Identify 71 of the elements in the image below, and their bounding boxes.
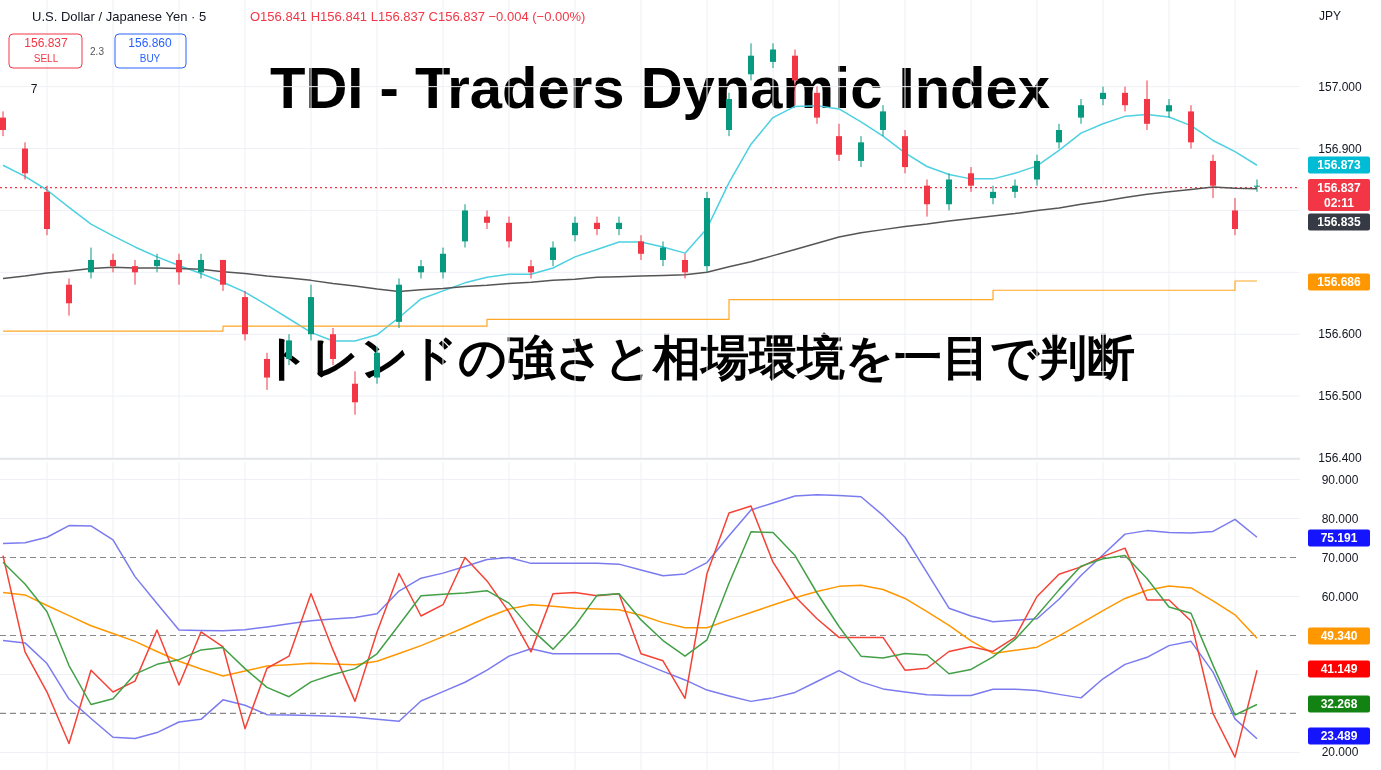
candlestick: [550, 240, 556, 267]
text: 41.149: [1320, 662, 1358, 676]
candlestick: [66, 278, 72, 317]
candlestick: [264, 352, 270, 391]
candlestick: [198, 253, 204, 280]
y-tick-label: 156.400: [1318, 451, 1363, 465]
candlestick: [682, 253, 688, 280]
line-series: [2, 639, 1258, 740]
candlestick: [176, 253, 182, 286]
line-series: [2, 531, 1258, 716]
candlestick: [968, 166, 974, 193]
annotation: 156.860: [128, 36, 173, 50]
candlestick: [418, 259, 424, 280]
candlestick: [572, 216, 578, 242]
text: JPY: [1318, 9, 1342, 23]
y-tick-label: 157.000: [1318, 79, 1363, 94]
candlestick: [616, 216, 622, 236]
candlestick: [484, 209, 490, 230]
candlestick: [638, 234, 644, 261]
text: 75.191: [1320, 531, 1358, 545]
candlestick: [1254, 178, 1260, 193]
candlestick: [1056, 123, 1062, 150]
y-tick-label: 60.000: [1321, 589, 1359, 604]
candlestick: [880, 104, 886, 137]
y-tick-label: 80.000: [1321, 511, 1359, 526]
annotation: U.S. Dollar / Japanese Yen · 5: [32, 9, 207, 24]
line-series: [2, 505, 1258, 758]
text: 49.340: [1320, 629, 1358, 643]
candlestick: [0, 110, 6, 137]
candlestick: [836, 123, 842, 162]
annotation: BUY: [139, 53, 161, 64]
annotation: 156.837: [24, 36, 69, 50]
text: 156.873: [1317, 158, 1362, 172]
text: 156.835: [1317, 215, 1362, 229]
y-tick-label: 156.500: [1318, 389, 1363, 404]
text: 32.268: [1320, 697, 1358, 711]
line-series: [2, 494, 1258, 632]
y-tick-label: 70.000: [1321, 550, 1359, 565]
candlestick: [154, 253, 160, 273]
line-series: [2, 186, 1258, 293]
candlestick: [1122, 86, 1128, 112]
candlestick: [594, 216, 600, 236]
candlestick: [1078, 98, 1084, 125]
candlestick: [528, 259, 534, 280]
candlestick: [110, 253, 116, 273]
candlestick: [440, 247, 446, 280]
candlestick: [990, 185, 996, 205]
y-tick-label: 90.000: [1321, 472, 1359, 487]
candlestick: [506, 216, 512, 249]
text: 156.686: [1317, 275, 1362, 289]
y-tick-label: 20.000: [1321, 745, 1359, 760]
text: 23.489: [1320, 729, 1358, 743]
candlestick: [1012, 178, 1018, 199]
candlestick: [1166, 98, 1172, 119]
candlestick: [132, 259, 138, 286]
candlestick: [924, 178, 930, 218]
candlestick: [1232, 197, 1238, 236]
annotation: 2.3: [90, 46, 105, 57]
ref-line-label: 156.837 02:11: [1317, 180, 1362, 210]
text: TDI - Traders Dynamic Index: [269, 55, 1051, 120]
candlestick: [1100, 86, 1106, 106]
annotation: SELL: [33, 53, 59, 64]
y-tick-label: 156.600: [1318, 327, 1363, 342]
candlestick: [660, 240, 666, 267]
annotation: 7: [30, 82, 38, 96]
candlestick: [1034, 154, 1040, 187]
candlestick: [88, 247, 94, 280]
line-series: [2, 584, 1258, 677]
annotation: O156.841 H156.841 L156.837 C156.837 −0.004 (−0.00%): [250, 9, 586, 24]
candlestick: [858, 135, 864, 168]
y-tick-label: 156.900: [1318, 141, 1363, 156]
